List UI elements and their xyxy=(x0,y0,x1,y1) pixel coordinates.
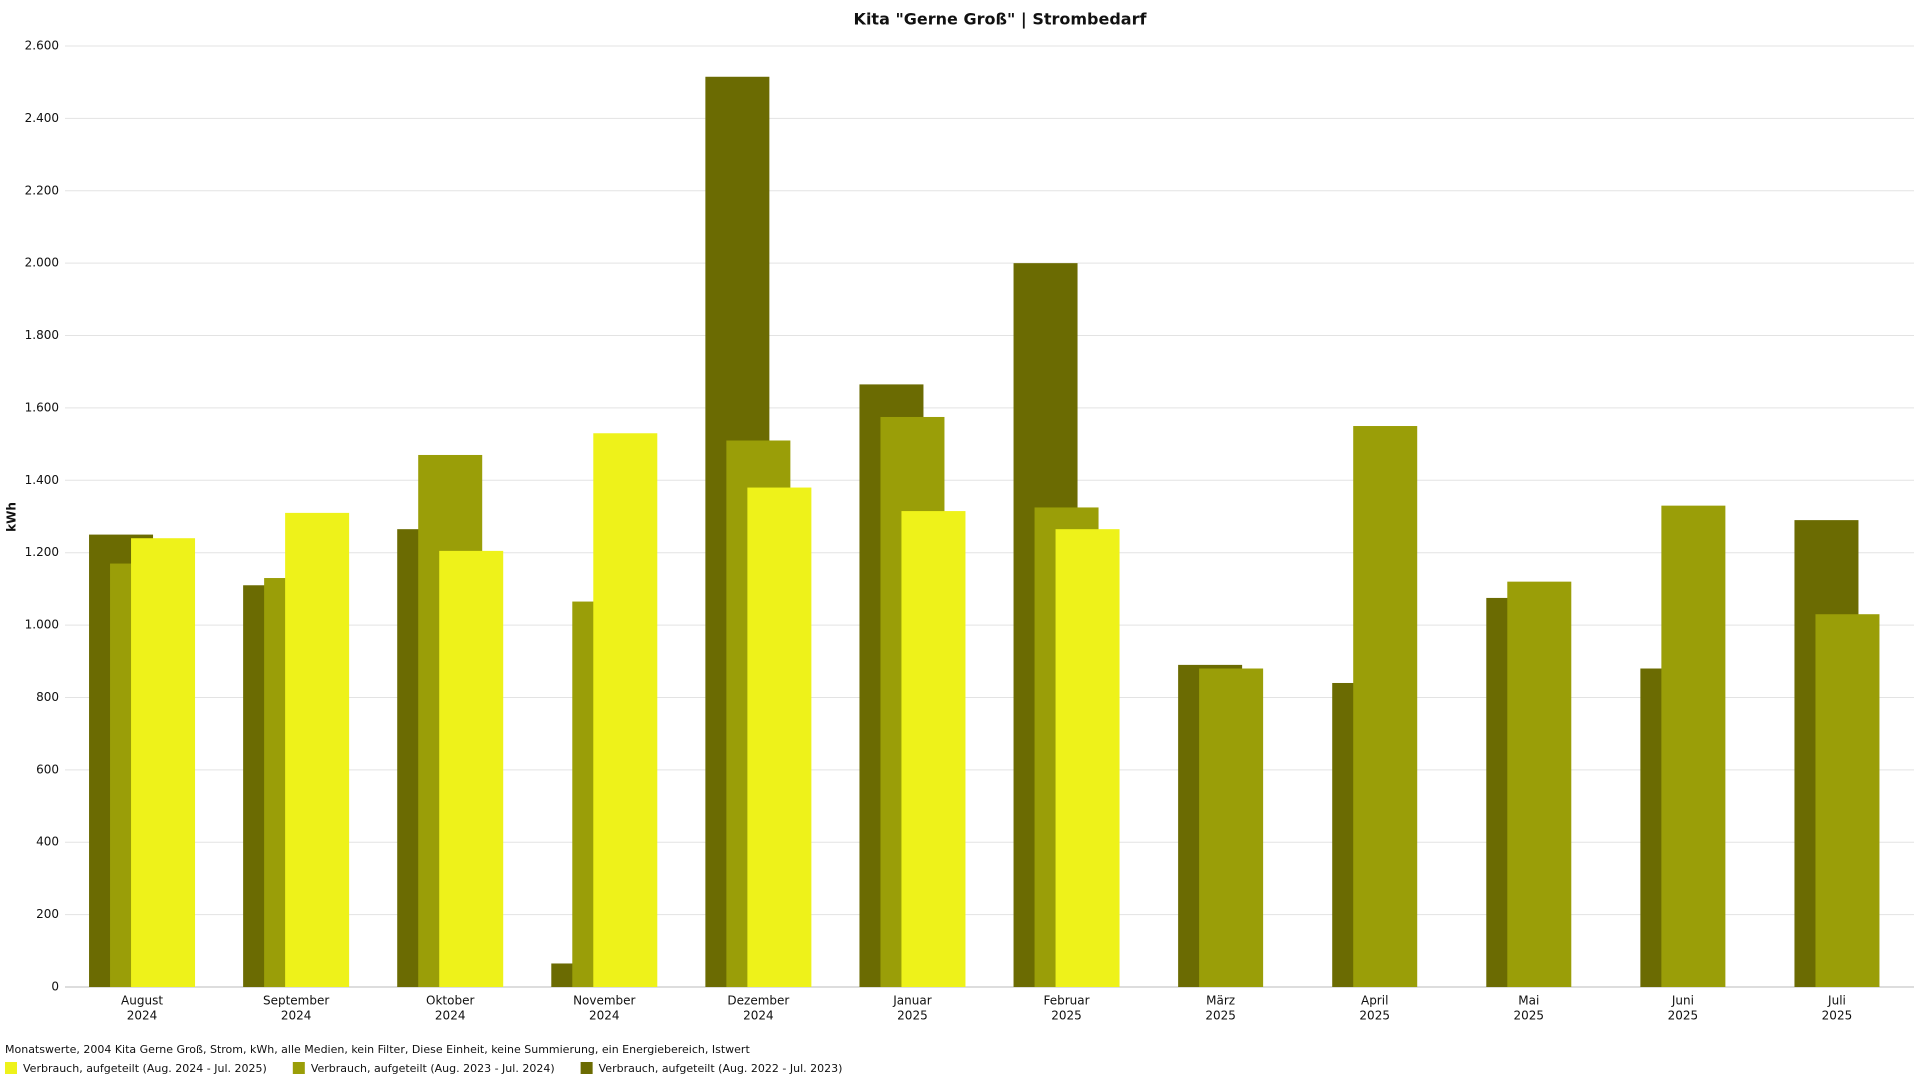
x-tick-label: Juli xyxy=(1827,994,1846,1008)
x-tick-label: 2025 xyxy=(1359,1009,1390,1023)
x-tick-label: Dezember xyxy=(727,994,789,1008)
x-tick-label: August xyxy=(121,994,163,1008)
y-axis-label: kWh xyxy=(5,502,19,532)
x-tick-label: 2025 xyxy=(1514,1009,1545,1023)
y-tick-label: 1.600 xyxy=(25,400,59,414)
legend-swatch xyxy=(292,1062,305,1074)
x-tick-label: Mai xyxy=(1518,994,1539,1008)
y-tick-label: 1.200 xyxy=(25,545,59,559)
legend-swatch xyxy=(580,1062,593,1074)
y-tick-label: 2.000 xyxy=(25,256,59,270)
y-tick-label: 1.800 xyxy=(25,328,59,342)
x-tick-label: April xyxy=(1361,994,1388,1008)
legend-label: Verbrauch, aufgeteilt (Aug. 2023 - Jul. … xyxy=(311,1062,555,1075)
x-tick-label: 2025 xyxy=(1051,1009,1082,1023)
bar xyxy=(1199,668,1264,987)
bar xyxy=(1815,614,1880,987)
y-tick-label: 600 xyxy=(36,762,59,776)
y-tick-label: 800 xyxy=(36,690,59,704)
x-tick-label: Januar xyxy=(892,994,931,1008)
y-tick-label: 2.200 xyxy=(25,183,59,197)
x-tick-label: Februar xyxy=(1044,994,1090,1008)
legend-label: Verbrauch, aufgeteilt (Aug. 2024 - Jul. … xyxy=(23,1062,267,1075)
x-tick-label: März xyxy=(1206,994,1235,1008)
y-tick-label: 1.000 xyxy=(25,618,59,632)
y-tick-label: 200 xyxy=(36,907,59,921)
footnote: Monatswerte, 2004 Kita Gerne Groß, Strom… xyxy=(5,1043,750,1056)
x-tick-label: 2024 xyxy=(127,1009,158,1023)
y-tick-label: 400 xyxy=(36,835,59,849)
x-tick-label: 2024 xyxy=(589,1009,620,1023)
legend-label: Verbrauch, aufgeteilt (Aug. 2022 - Jul. … xyxy=(599,1062,843,1075)
x-tick-label: September xyxy=(263,994,329,1008)
bar xyxy=(1055,529,1120,987)
x-tick-label: 2024 xyxy=(281,1009,312,1023)
bar xyxy=(1353,426,1418,987)
bar xyxy=(1661,505,1726,987)
bar xyxy=(439,550,504,987)
bar xyxy=(901,511,966,987)
bar xyxy=(747,487,812,987)
x-tick-label: Oktober xyxy=(426,994,474,1008)
x-tick-label: 2025 xyxy=(1205,1009,1236,1023)
bar xyxy=(131,538,196,987)
x-tick-label: 2025 xyxy=(897,1009,928,1023)
x-tick-label: 2025 xyxy=(1822,1009,1853,1023)
y-tick-label: 2.600 xyxy=(25,39,59,53)
x-tick-label: 2024 xyxy=(743,1009,774,1023)
chart-title: Kita "Gerne Groß" | Strombedarf xyxy=(854,10,1148,30)
y-tick-label: 1.400 xyxy=(25,473,59,487)
x-tick-label: 2024 xyxy=(435,1009,466,1023)
bar xyxy=(1507,581,1572,987)
x-tick-label: Juni xyxy=(1671,994,1694,1008)
x-tick-label: 2025 xyxy=(1668,1009,1699,1023)
y-tick-label: 2.400 xyxy=(25,111,59,125)
bar xyxy=(593,433,658,987)
x-tick-label: November xyxy=(573,994,635,1008)
legend-swatch xyxy=(5,1062,17,1074)
y-tick-label: 0 xyxy=(51,980,59,994)
bar xyxy=(285,512,350,987)
